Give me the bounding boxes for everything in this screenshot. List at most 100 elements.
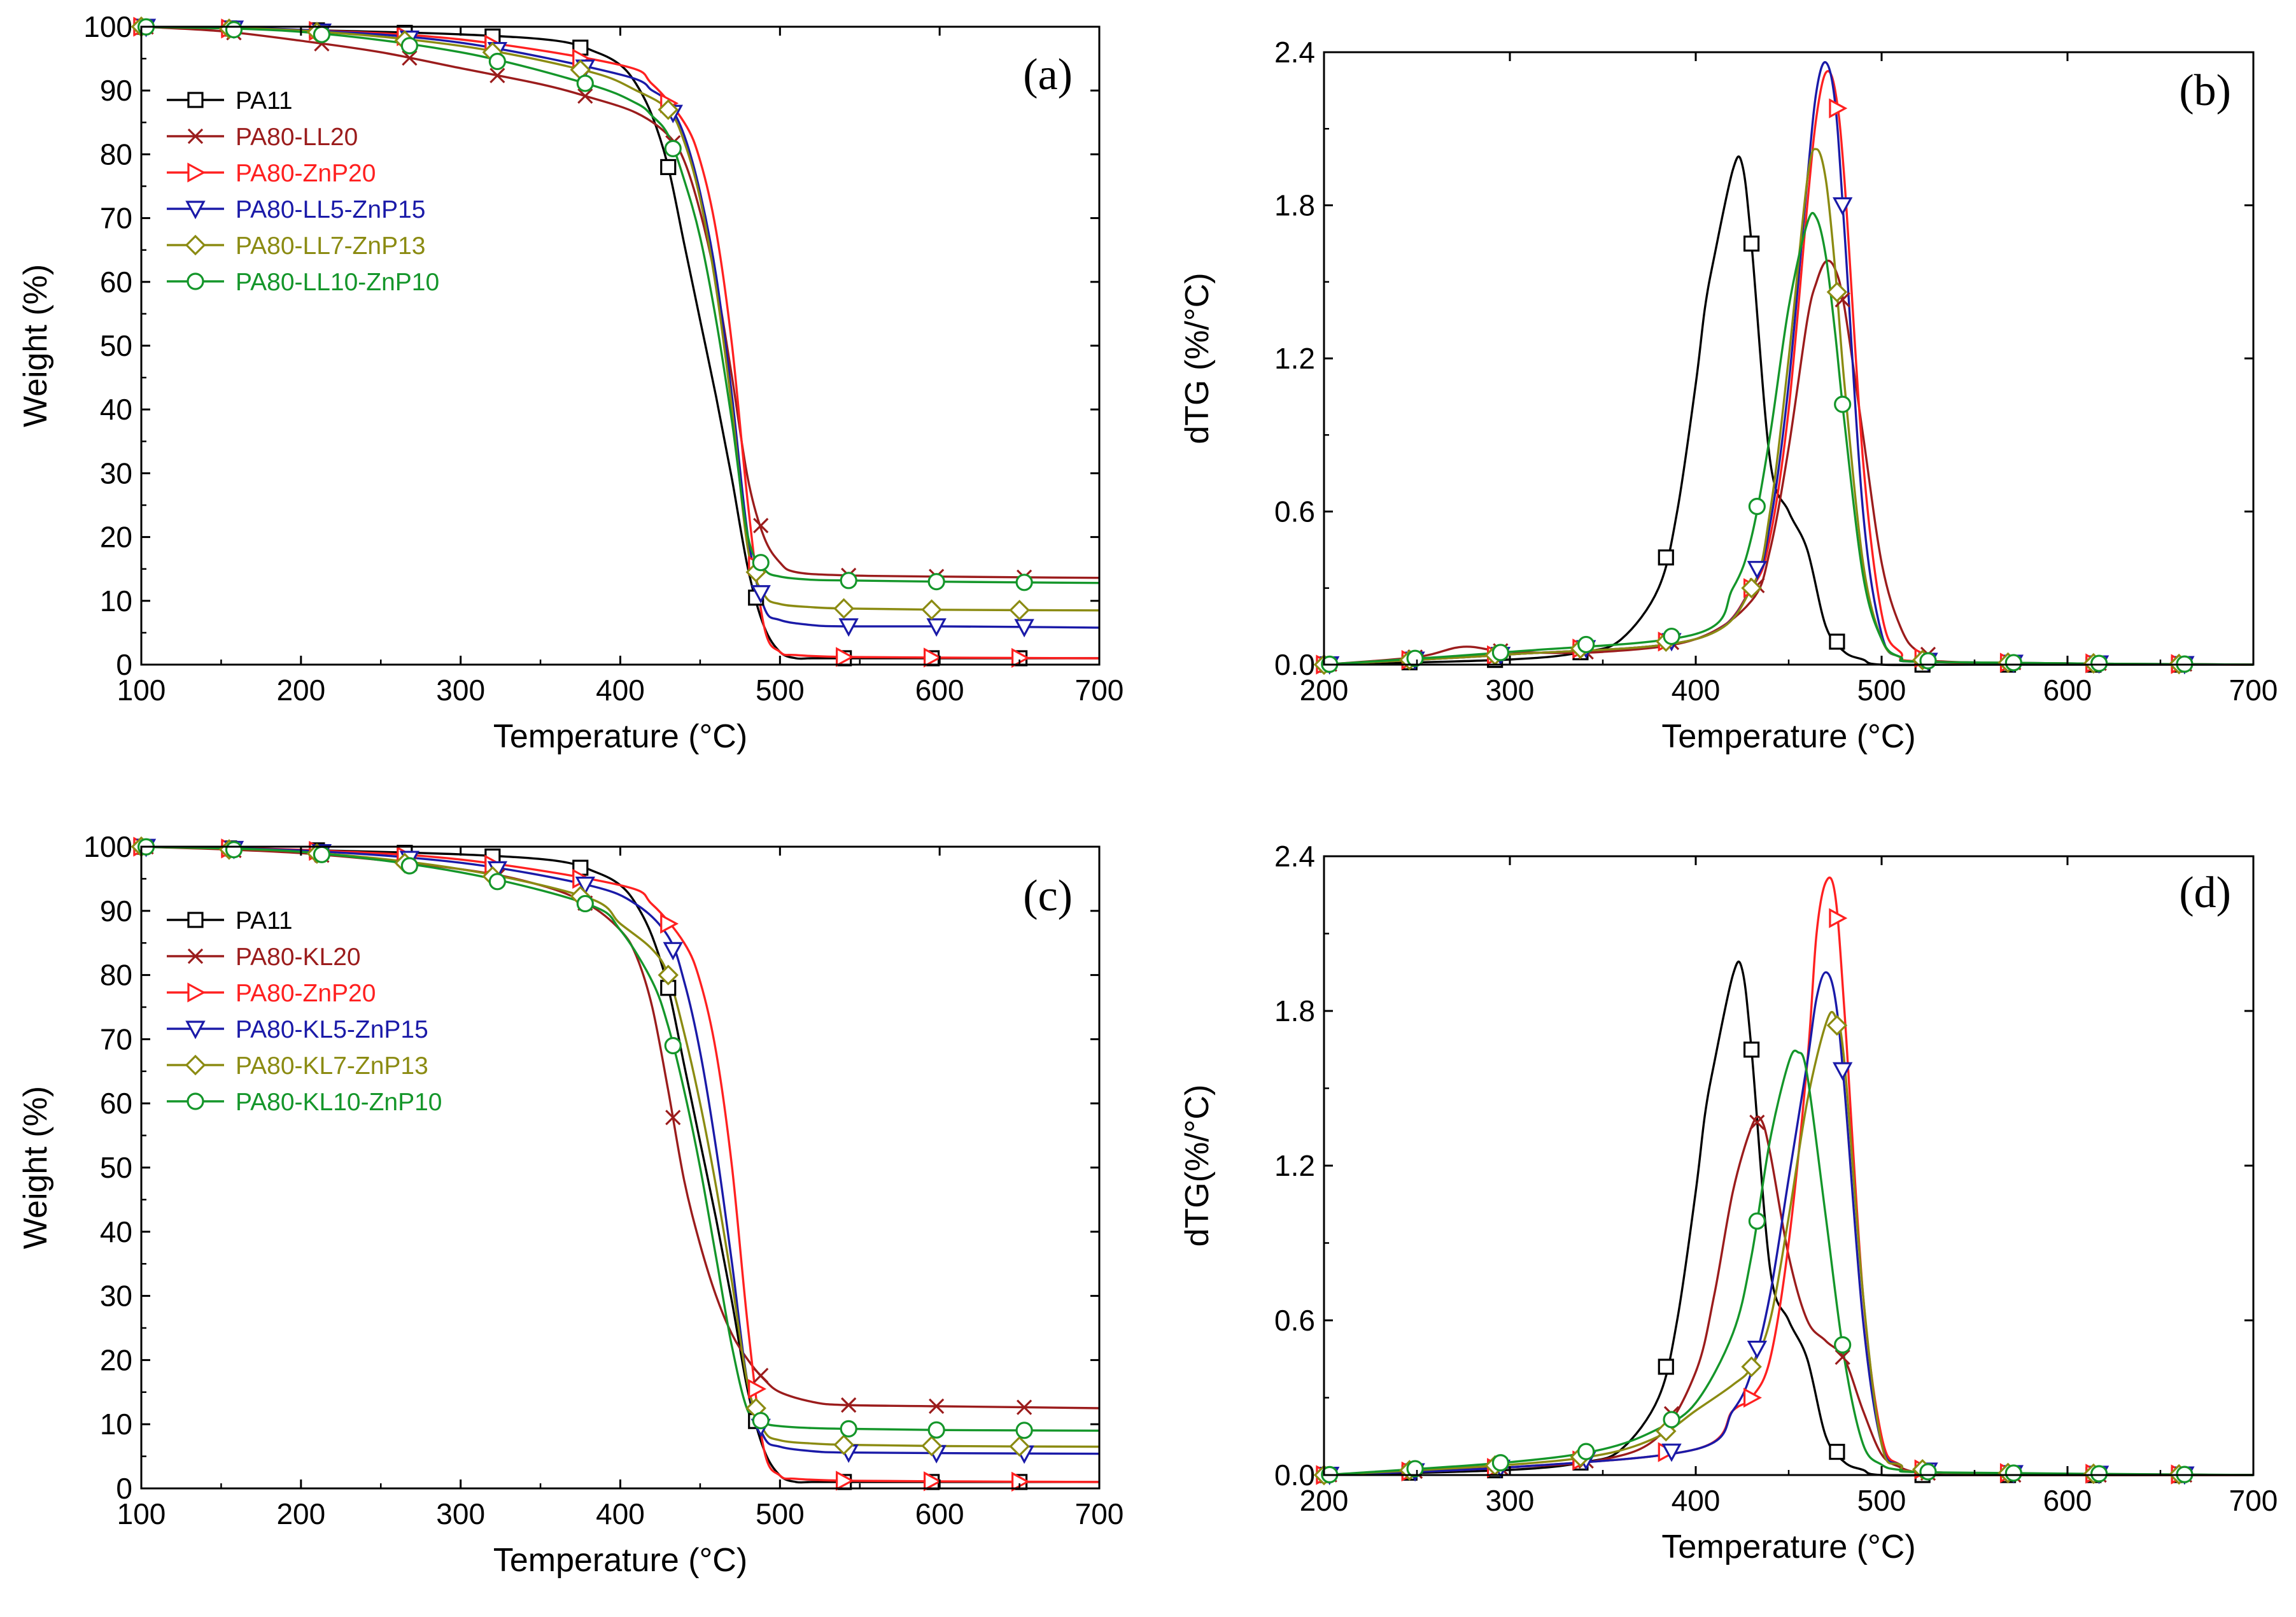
series-marker-PA80-KL20 xyxy=(1749,1114,1765,1131)
series-marker-PA11 xyxy=(1658,1359,1674,1375)
series-marker-PA80-LL10-ZnP10 xyxy=(225,21,243,39)
legend-entry: PA80-KL7-ZnP13 xyxy=(236,1052,428,1080)
series-line-PA80-LL7-ZnP13 xyxy=(141,25,1100,612)
series-marker-PA80-LL5-ZnP15 xyxy=(1832,197,1853,216)
y-tick-label: 100 xyxy=(83,830,132,863)
legend-entry: PA80-LL5-ZnP15 xyxy=(236,196,425,223)
series-marker-PA80-LL20 xyxy=(577,88,593,104)
x-tick-label: 200 xyxy=(1300,1484,1349,1517)
x-tick-label: 400 xyxy=(1672,1484,1721,1517)
x-tick-label: 700 xyxy=(1075,674,1124,707)
series-marker-PA80-LL7-ZnP13 xyxy=(658,99,679,120)
legend-marker xyxy=(187,982,206,1003)
series-marker-PA11 xyxy=(1743,1042,1760,1058)
series-line-PA80-LL10-ZnP10 xyxy=(1323,211,2254,666)
x-tick-label: 600 xyxy=(915,1497,964,1530)
y-tick-label: 1.8 xyxy=(1274,189,1315,222)
legend-entry: PA80-KL5-ZnP15 xyxy=(236,1016,428,1043)
series-marker-PA80-LL7-ZnP13 xyxy=(1826,281,1848,303)
y-tick-label: 0 xyxy=(116,1472,132,1505)
legend-entry: PA80-KL10-ZnP10 xyxy=(236,1089,442,1116)
series-marker-PA80-LL10-ZnP10 xyxy=(576,74,594,92)
x-tick-label: 700 xyxy=(2229,674,2278,707)
series-marker-PA80-LL5-ZnP15 xyxy=(750,585,771,604)
series-marker-PA80-LL10-ZnP10 xyxy=(1015,574,1033,591)
x-axis: 200 300 400 500 600 700 Temperature (°C) xyxy=(1300,856,2278,1565)
x-tick-label: 500 xyxy=(756,674,805,707)
series-line-PA11 xyxy=(1323,961,2254,1477)
y-axis: 0 10 20 30 40 50 60 70 80 90 100 Weight (%) xyxy=(17,830,1099,1505)
x-tick-label: 400 xyxy=(596,1497,645,1530)
y-tick-label: 2.4 xyxy=(1274,36,1315,69)
series-marker-PA80-KL10-ZnP10 xyxy=(225,841,243,859)
series-marker-PA80-LL10-ZnP10 xyxy=(313,25,331,43)
series-marker-PA80-KL10-ZnP10 xyxy=(1748,1212,1766,1230)
y-axis-label: Weight (%) xyxy=(17,264,54,427)
x-tick-label: 600 xyxy=(915,674,964,707)
x-tick-label: 300 xyxy=(1486,1484,1535,1517)
chart-panel-d: 200 300 400 500 600 700 Temperature (°C) 0.0 0.6… xyxy=(1179,840,2278,1565)
series-marker-PA11 xyxy=(1658,549,1674,566)
y-tick-label: 10 xyxy=(100,584,132,618)
series-marker-PA80-KL20 xyxy=(1016,1399,1032,1415)
series-line-PA11 xyxy=(141,845,1099,1484)
y-axis: 0 10 20 30 40 50 60 70 80 90 100 Weight (%) xyxy=(17,10,1099,681)
series-marker-PA80-KL5-ZnP15 xyxy=(1832,1062,1853,1081)
panel-label: (a) xyxy=(1023,50,1073,99)
series-line-PA80-KL7-ZnP13 xyxy=(141,845,1100,1448)
series-marker-PA80-ZnP20 xyxy=(924,1471,942,1492)
y-tick-label: 60 xyxy=(100,265,132,299)
x-axis: 100 200 300 400 500 600 700 Temperature (°C) xyxy=(117,847,1123,1579)
legend-marker xyxy=(187,1092,204,1110)
series-marker-PA80-LL10-ZnP10 xyxy=(2004,654,2022,672)
series-marker-PA80-KL10-ZnP10 xyxy=(1491,1454,1509,1472)
x-axis-label: Temperature (°C) xyxy=(493,1542,747,1579)
series-marker-PA80-KL20 xyxy=(1835,1349,1850,1366)
x-axis: 100 200 300 400 500 600 700 Temperature (°C) xyxy=(117,27,1124,755)
series-marker-PA11 xyxy=(1829,1443,1845,1460)
legend-marker xyxy=(187,912,204,928)
series-marker-PA80-KL20 xyxy=(929,1398,945,1415)
series-marker-PA80-LL20 xyxy=(489,67,505,83)
x-tick-label: 400 xyxy=(1672,674,1721,707)
y-tick-label: 40 xyxy=(100,393,132,426)
series-marker-PA80-LL10-ZnP10 xyxy=(752,554,770,572)
y-tick-label: 50 xyxy=(100,329,132,362)
x-tick-label: 200 xyxy=(1300,674,1349,707)
y-tick-label: 100 xyxy=(83,10,132,43)
y-tick-label: 0.6 xyxy=(1274,1304,1315,1337)
series-marker-PA80-LL10-ZnP10 xyxy=(1748,497,1766,516)
x-tick-label: 100 xyxy=(117,1497,166,1530)
y-tick-label: 1.2 xyxy=(1274,342,1315,375)
series-marker-PA80-KL10-ZnP10 xyxy=(927,1421,945,1439)
series-marker-PA80-LL5-ZnP15 xyxy=(926,618,947,637)
series-line-PA80-KL10-ZnP10 xyxy=(141,845,1100,1432)
y-tick-label: 1.2 xyxy=(1274,1149,1315,1182)
y-tick-label: 80 xyxy=(100,959,132,992)
series-marker-PA80-ZnP20 xyxy=(748,1379,767,1399)
series-marker-PA80-LL5-ZnP15 xyxy=(1014,619,1034,638)
series-marker-PA80-KL10-ZnP10 xyxy=(1663,1411,1680,1429)
series-marker-PA80-LL10-ZnP10 xyxy=(400,37,419,55)
y-axis-label: dTG(%/°C) xyxy=(1179,1085,1216,1247)
legend-marker xyxy=(187,128,204,145)
x-axis-label: Temperature (°C) xyxy=(1661,718,1915,755)
chart-panel-b: 200 300 400 500 600 700 Temperature (°C) 0.0 0.6… xyxy=(1179,36,2278,755)
series-marker-PA80-KL10-ZnP10 xyxy=(1919,1463,1937,1481)
y-tick-label: 10 xyxy=(100,1408,132,1441)
x-tick-label: 300 xyxy=(436,674,485,707)
legend-marker xyxy=(185,201,206,220)
legend-marker xyxy=(187,92,204,108)
y-tick-label: 70 xyxy=(100,1022,132,1056)
x-tick-label: 500 xyxy=(1857,1484,1906,1517)
series-marker-PA80-LL10-ZnP10 xyxy=(488,52,506,71)
series-marker-PA80-LL20 xyxy=(753,518,769,533)
series-group xyxy=(130,836,1100,1492)
series-line-PA80-LL20 xyxy=(141,25,1100,579)
x-tick-label: 600 xyxy=(2043,1484,2092,1517)
y-axis-label: Weight (%) xyxy=(17,1086,54,1249)
y-tick-label: 40 xyxy=(100,1215,132,1248)
x-tick-label: 200 xyxy=(276,1497,325,1530)
